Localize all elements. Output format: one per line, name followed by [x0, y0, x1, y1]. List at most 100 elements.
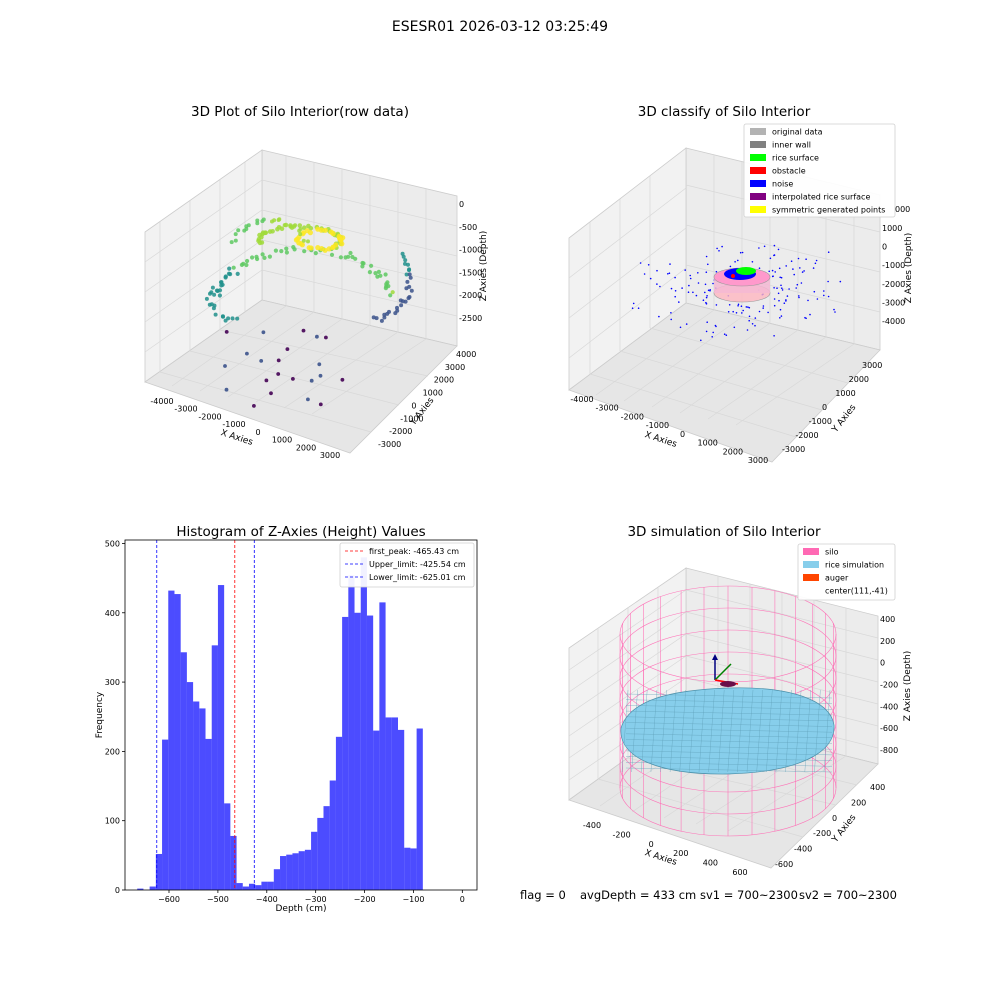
noise-point-24: [780, 284, 782, 287]
noise-point-148: [725, 334, 728, 337]
histogram-bar-6: [174, 594, 181, 890]
rice-mesh-col-9: [708, 689, 715, 773]
raw-point-145: [277, 217, 282, 222]
histogram-bar-32: [335, 736, 343, 890]
classify-legend-swatch-1: [750, 141, 766, 148]
noise-point-89: [751, 323, 754, 325]
raw-point-48: [373, 271, 378, 276]
raw-point-130: [229, 240, 234, 245]
noise-point-122: [748, 315, 751, 318]
rice-mesh-row-11: [625, 756, 833, 761]
simulation-legend-items: silo rice simulation auger center(111,-41): [803, 548, 888, 596]
classify-legend-swatch-5: [750, 193, 766, 200]
rice-mesh-col-10: [718, 689, 725, 773]
raw-y-tick-3: 0: [411, 401, 416, 410]
raw-point-174: [399, 303, 404, 308]
raw-point-215: [285, 347, 290, 351]
raw-z-tick-0: 0: [459, 200, 464, 209]
rice-mesh-row-12: [625, 762, 833, 767]
classify-y-tick-0: -3000: [782, 445, 805, 454]
auger-y-arrow: [714, 663, 732, 681]
raw-z-tick-5: -2500: [459, 314, 482, 323]
raw-point-220: [224, 387, 229, 392]
noise-point-6: [659, 285, 661, 288]
noise-point-147: [748, 306, 751, 309]
histogram-bar-10: [199, 708, 206, 890]
raw-point-167: [409, 288, 414, 293]
simulation-legend-swatch-0: [803, 548, 819, 555]
noise-point-75: [737, 305, 739, 307]
raw-point-29: [302, 249, 307, 254]
raw-y-tick-1: -2000: [389, 427, 412, 436]
noise-point-101: [780, 315, 783, 317]
raw-y-tick-0: -3000: [378, 440, 401, 449]
histogram-bar-44: [410, 848, 417, 890]
noise-point-150: [637, 307, 640, 310]
raw-point-185: [235, 316, 240, 321]
classify-z-tick-partial: 000: [895, 205, 910, 214]
noise-point-120: [816, 298, 819, 300]
raw-point-199: [209, 290, 214, 295]
simulation-y-tick-2: -200: [813, 829, 831, 838]
noise-point-130: [813, 290, 816, 293]
noise-point-86: [705, 255, 708, 258]
simulation-z-tick-3: -200: [880, 681, 898, 690]
histogram-legend: first_peak: -465.43 cm Upper_limit: -425.…: [339, 542, 475, 588]
raw-point-49: [376, 269, 381, 274]
noise-point-84: [732, 310, 734, 313]
noise-point-51: [728, 304, 731, 306]
raw-point-143: [272, 218, 277, 223]
histogram-bar-42: [398, 729, 405, 890]
simulation-legend-label-2: auger: [825, 574, 849, 583]
simulation-y-tick-5: 400: [870, 783, 885, 792]
classify-z-tick-5: -4000: [882, 317, 905, 326]
raw-point-206: [317, 362, 322, 367]
noise-point-34: [812, 267, 815, 269]
auger-z-arrowhead: [712, 654, 718, 660]
noise-point-70: [758, 267, 761, 270]
histogram-bar-28: [311, 831, 318, 890]
raw-point-195: [207, 302, 212, 307]
raw-y-tick-7: 4000: [456, 350, 476, 359]
raw-scatter-points: [204, 217, 414, 408]
raw-point-155: [400, 251, 405, 256]
obstacle-point: [731, 274, 735, 278]
noise-point-119: [814, 262, 817, 265]
raw-point-152: [298, 232, 303, 237]
raw-point-198: [212, 292, 217, 297]
raw-point-25: [284, 250, 289, 255]
raw-point-216: [340, 377, 345, 382]
histogram-bar-12: [211, 645, 218, 890]
noise-point-104: [777, 248, 780, 251]
noise-point-88: [707, 263, 709, 266]
classify-z-tick-1: 0: [882, 243, 887, 252]
histogram-bar-29: [317, 817, 324, 890]
raw-y-tick-2: -1000: [400, 414, 423, 423]
rice-mesh-row-9: [625, 745, 833, 750]
noise-point-149: [639, 262, 642, 264]
noise-point-105: [705, 271, 708, 274]
noise-point-35: [801, 271, 804, 273]
noise-point-59: [658, 315, 660, 318]
histogram-x-ticklabel-1: −500: [207, 895, 229, 904]
noise-point-30: [778, 299, 780, 302]
raw-point-153: [301, 238, 306, 243]
noise-point-112: [797, 257, 800, 260]
rice-mesh-row-1: [625, 699, 833, 704]
noise-point-57: [697, 282, 700, 284]
noise-point-151: [705, 303, 708, 305]
noise-point-123: [747, 306, 749, 308]
rice-mesh-col-0: [621, 689, 629, 773]
noise-point-44: [734, 261, 736, 263]
noise-point-139: [674, 276, 676, 279]
raw-point-132: [233, 232, 238, 237]
raw-point-42: [353, 256, 358, 261]
rice-mesh-row-13: [625, 767, 833, 773]
noise-point-76: [674, 290, 677, 292]
histogram-bar-13: [217, 585, 225, 890]
noise-point-49: [706, 295, 708, 297]
noise-point-1: [704, 291, 706, 294]
noise-point-78: [834, 311, 836, 313]
rice-mesh-col-7: [689, 689, 696, 773]
